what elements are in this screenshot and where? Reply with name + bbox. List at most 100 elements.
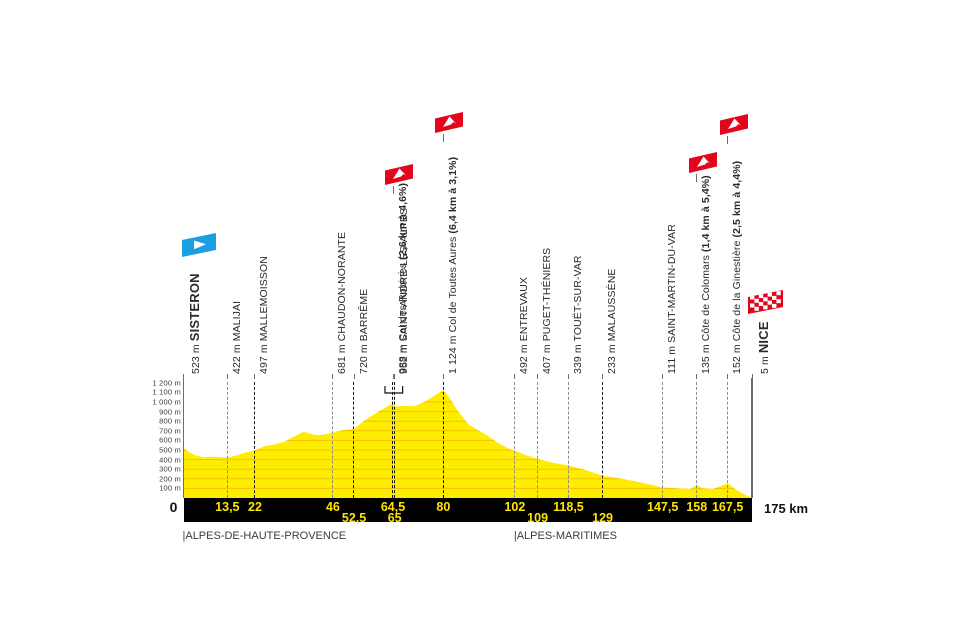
km-axis-zero: 0: [169, 499, 178, 515]
start-flag-icon: [180, 231, 220, 259]
tick-stub-13.5km: [226, 374, 228, 379]
point-label-sisteron: 523 m SISTERON: [187, 273, 202, 374]
guideline-64.5km: [392, 382, 394, 498]
point-altitude: 952 m: [398, 341, 411, 374]
point-name: Côte de la Ginestière: [731, 240, 744, 342]
y-axis-tick: 900 m: [159, 407, 181, 417]
y-axis-tick: 200 m: [159, 474, 181, 484]
y-axis-tick: 700 m: [159, 426, 181, 436]
point-name: Côte de Colomars: [700, 255, 713, 342]
point-name: MALIJAI: [230, 300, 243, 342]
climb-detail: (2,5 km à 4,4%): [731, 160, 744, 241]
guideline-147.5km: [661, 382, 663, 498]
guideline-13.5km: [226, 382, 228, 498]
point-altitude: 111 m: [666, 342, 679, 374]
km-label-64-5: 64,5: [380, 500, 406, 514]
flag-leader-line: [392, 186, 394, 194]
point-label-chaudon-norante: 681 m CHAUDON-NORANTE: [336, 232, 348, 374]
km-label-102: 102: [504, 500, 526, 514]
flag-leader-line: [727, 136, 729, 144]
point-altitude: 523 m: [190, 341, 202, 374]
point-label-malijai: 422 m MALIJAI: [230, 300, 243, 374]
guideline-80km: [442, 382, 444, 498]
point-label-c-te-de-colomars: 135 m Côte de Colomars (1,4 km à 5,4%): [700, 175, 713, 374]
point-label-c-te-de-la-ginesti-re: 152 m Côte de la Ginestière (2,5 km à 4,…: [731, 160, 744, 374]
point-altitude: 5 m: [758, 353, 771, 374]
point-altitude: 492 m: [518, 341, 531, 374]
point-name: PUGET-THÉNIERS: [541, 247, 554, 342]
department-label: |ALPES-MARITIMES: [513, 530, 617, 542]
mountain-flag-icon: [383, 162, 417, 188]
guideline-158km: [696, 382, 698, 498]
guideline-52.5km: [353, 382, 355, 498]
point-label-tou-t-sur-var: 339 m TOUËT-SUR-VAR: [571, 255, 584, 374]
point-name: MALAUSSÈNE: [606, 268, 619, 342]
point-name: ENTREVAUX: [518, 276, 531, 342]
tick-stub-109km: [537, 374, 539, 379]
point-name: BARRÊME: [357, 288, 370, 342]
km-label-118-5: 118,5: [553, 500, 584, 514]
point-label-col-de-toutes-aures: 1 124 m Col de Toutes Aures (6,4 km à 3,…: [446, 157, 459, 374]
guideline-167.5km: [726, 382, 728, 498]
flag-leader-line: [442, 134, 444, 142]
km-label-65: 65: [387, 511, 402, 525]
flag-leader-line: [696, 174, 698, 182]
point-altitude: 1 124 m: [446, 332, 459, 374]
tick-stub-129km: [602, 374, 604, 379]
point-name: SISTERON: [187, 273, 202, 342]
guideline-109km: [536, 382, 538, 498]
y-axis-tick: 1 200 m: [152, 378, 181, 388]
km-label-80: 80: [436, 500, 451, 514]
tick-stub-158km: [696, 374, 698, 379]
km-label-158: 158: [686, 500, 708, 514]
guideline-118.5km: [567, 382, 569, 498]
point-altitude: 497 m: [258, 341, 271, 374]
finish-checkered-flag-icon: [746, 288, 788, 318]
y-axis-tick: 300 m: [159, 464, 181, 474]
point-altitude: 407 m: [541, 341, 554, 374]
tick-stub-22km: [254, 374, 256, 379]
tick-stub-80km: [442, 374, 444, 379]
point-name: SAINT-MARTIN-DU-VAR: [666, 224, 679, 343]
km-label-52-5: 52,5: [341, 511, 367, 525]
point-label-saint-andr-les-alpes: 952 m SAINT-ANDRÉ-LES-ALPES: [398, 207, 411, 374]
guideline-65km: [393, 382, 395, 498]
y-axis-tick: 500 m: [159, 445, 181, 455]
point-label-barr-me: 720 m BARRÊME: [357, 288, 370, 374]
km-label-46: 46: [325, 500, 340, 514]
department-label: |ALPES-DE-HAUTE-PROVENCE: [182, 530, 347, 542]
point-label-mallemoisson: 497 m MALLEMOISSON: [258, 256, 271, 374]
tick-stub-167.5km: [727, 374, 729, 379]
tick-stub-147.5km: [662, 374, 664, 379]
y-axis-tick: 800 m: [159, 416, 181, 426]
km-label-13-5: 13,5: [215, 500, 240, 514]
climb-span-bracket: [384, 382, 404, 400]
tick-stub-64.5km: [392, 374, 394, 379]
y-axis-tick: 400 m: [159, 455, 181, 465]
point-name: SAINT-ANDRÉ-LES-ALPES: [398, 207, 411, 342]
tick-stub-46km: [332, 374, 334, 379]
tick-stub-52.5km: [353, 374, 355, 379]
point-label-entrevaux: 492 m ENTREVAUX: [518, 276, 531, 374]
point-name: MALLEMOISSON: [258, 256, 271, 342]
point-name: Col de Toutes Aures: [446, 236, 459, 333]
km-label-147-5: 147,5: [647, 500, 679, 514]
point-label-puget-th-niers: 407 m PUGET-THÉNIERS: [541, 247, 554, 374]
point-altitude: 135 m: [700, 341, 713, 374]
point-altitude: 339 m: [571, 341, 584, 374]
guideline-22km: [254, 382, 256, 498]
climb-detail: (1,4 km à 5,4%): [700, 175, 713, 256]
point-altitude: 720 m: [357, 341, 370, 374]
mountain-flag-icon: [433, 110, 467, 136]
point-label-nice: 5 m NICE: [756, 321, 771, 374]
km-label-167-5: 167,5: [711, 500, 744, 514]
tick-stub-65km: [394, 374, 396, 379]
point-altitude: 233 m: [606, 341, 619, 374]
point-altitude: 152 m: [731, 341, 744, 374]
axis-marker-line-sisteron: [182, 378, 185, 498]
point-label-malauss-ne: 233 m MALAUSSÈNE: [606, 268, 619, 374]
y-axis-tick: 100 m: [159, 483, 181, 493]
axis-marker-line-nice: [751, 378, 753, 498]
